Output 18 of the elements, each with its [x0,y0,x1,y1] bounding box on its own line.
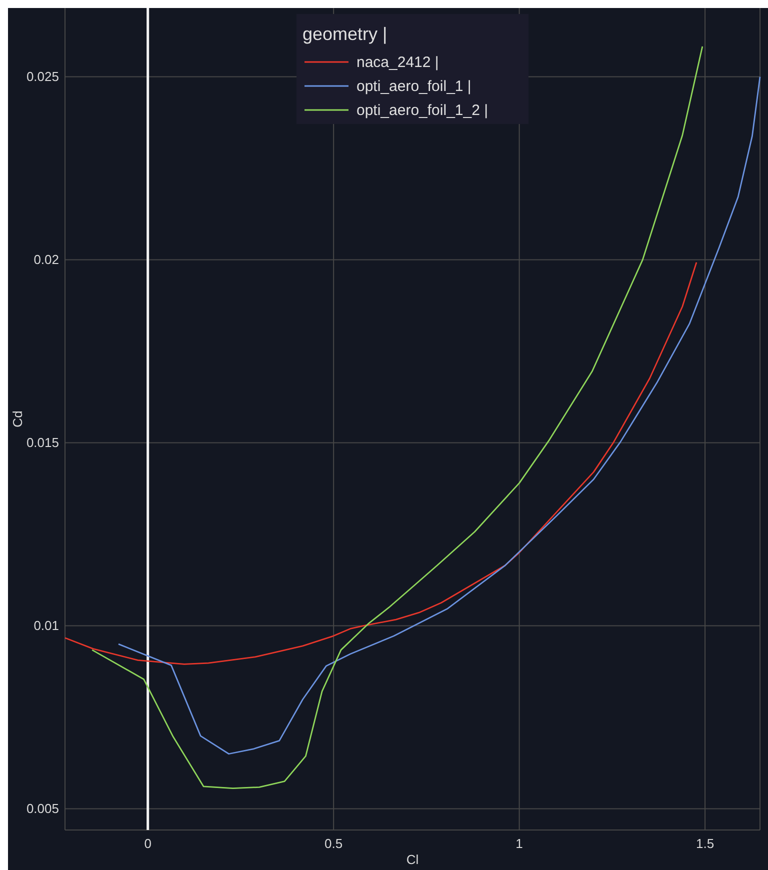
x-axis-title: Cl [406,852,419,867]
legend-label: opti_aero_foil_1 | [356,78,472,95]
line-series [64,262,698,665]
y-tick-label: 0.02 [34,252,59,267]
y-axis-title: Cd [10,410,25,428]
x-tick-label: 1.5 [696,836,714,851]
y-tick-label: 0.005 [26,800,59,816]
line-series [91,46,704,789]
y-tick-label: 0.015 [26,434,59,450]
y-tick-label: 0.025 [26,68,59,84]
x-tick-label: 1 [516,836,523,851]
legend-label: naca_2412 | [356,54,439,71]
y-tick-label: 0.01 [34,618,59,633]
x-tick-label: 0.5 [324,836,343,851]
x-tick-label: 0 [144,836,152,851]
legend-title: geometry | [302,24,388,44]
line-series [118,76,761,755]
legend-label: opti_aero_foil_1_2 | [356,102,488,119]
